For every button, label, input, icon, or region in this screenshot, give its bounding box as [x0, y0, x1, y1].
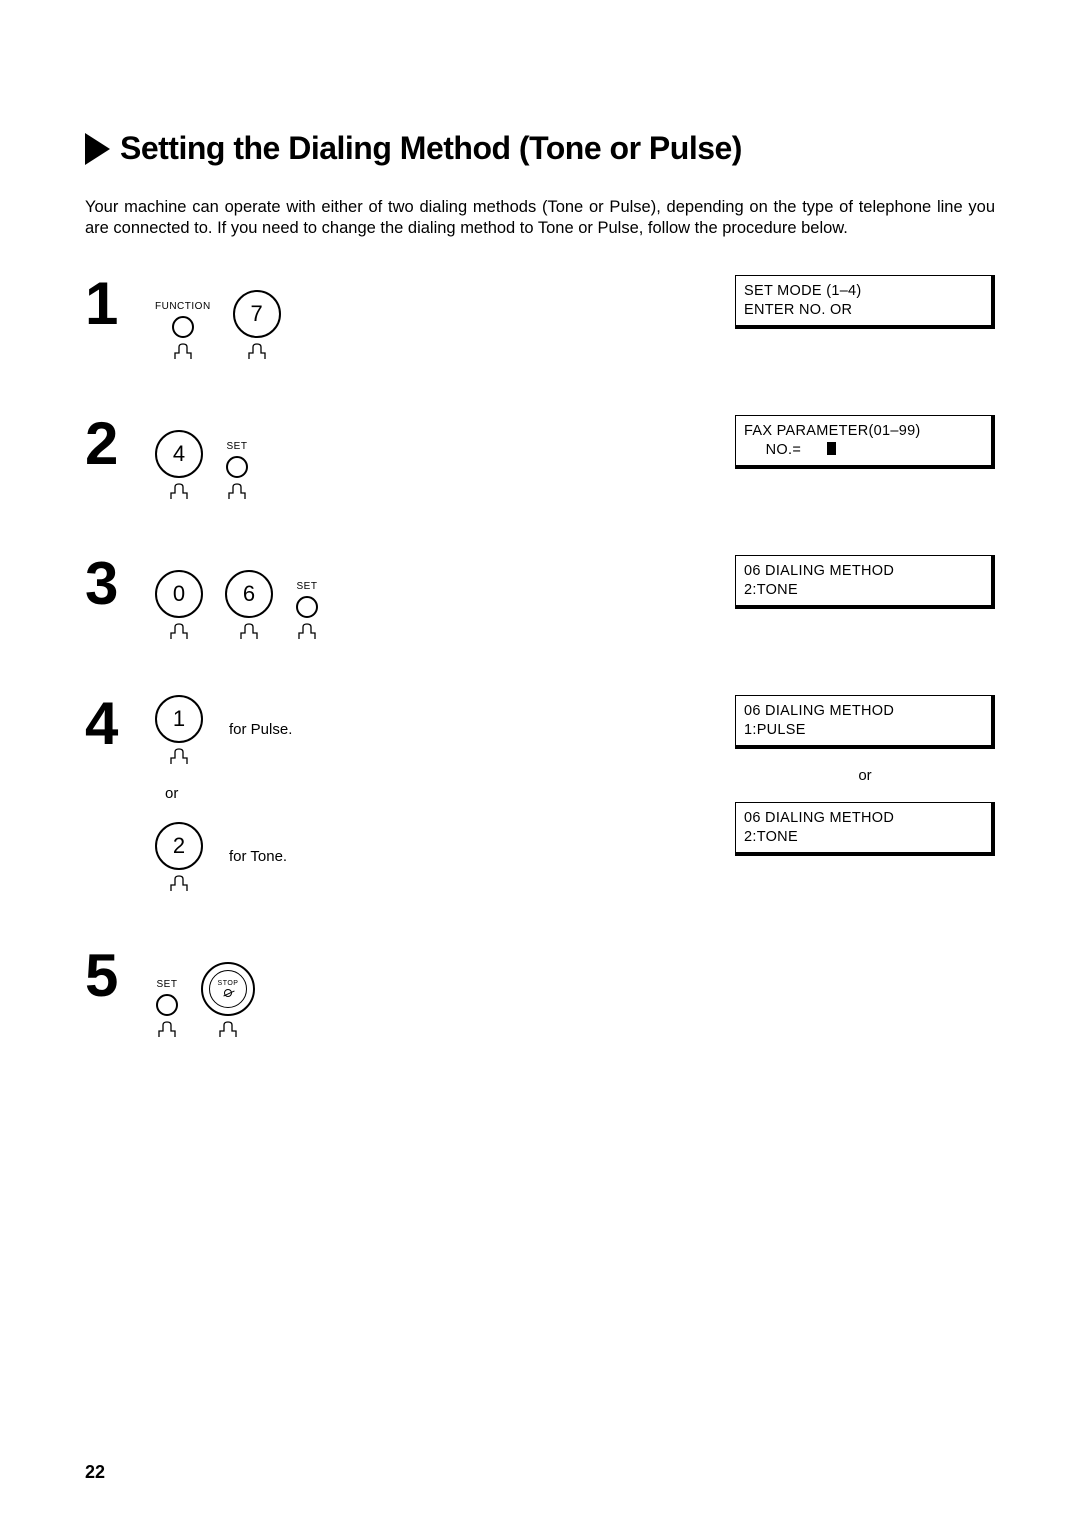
press-icon [225, 482, 249, 500]
lcd-line-1: 06 DIALING METHOD [744, 562, 983, 580]
press-icon [171, 342, 195, 360]
key-6-col: 6 [225, 555, 273, 640]
button-row-tone: 2 for Tone. [155, 822, 292, 892]
step-1: 1 FUNCTION 7 [85, 275, 995, 360]
set-button-col: SET [155, 979, 179, 1038]
triangle-bullet-icon [85, 133, 110, 165]
button-row-pulse: 1 for Pulse. [155, 695, 292, 765]
function-label: FUNCTION [155, 301, 211, 313]
page-title: Setting the Dialing Method (Tone or Puls… [120, 130, 742, 167]
step-number: 4 [85, 695, 155, 751]
button-row: SET STOP [155, 947, 255, 1038]
press-icon [155, 1020, 179, 1038]
step-body: 4 SET FAX P [155, 415, 995, 500]
stop-icon: STOP [209, 970, 247, 1008]
step-2: 2 4 SET [85, 415, 995, 500]
lcd-line-2: 1:PULSE [744, 721, 983, 739]
set-label: SET [297, 581, 318, 593]
press-icon [216, 1020, 240, 1038]
button-row: 0 6 SET [155, 555, 319, 640]
key-0-col: 0 [155, 555, 203, 640]
step-number: 2 [85, 415, 155, 471]
lcd-display-tone: 06 DIALING METHOD 2:TONE [735, 802, 995, 856]
step-3-display: 06 DIALING METHOD 2:TONE [735, 555, 995, 609]
press-icon [237, 622, 261, 640]
key-1-button[interactable]: 1 [155, 695, 203, 743]
press-icon [245, 342, 269, 360]
lcd-display: 06 DIALING METHOD 2:TONE [735, 555, 995, 609]
set-button[interactable] [226, 456, 248, 478]
stop-button[interactable]: STOP [201, 962, 255, 1016]
set-label: SET [157, 979, 178, 991]
lcd-line-2: 2:TONE [744, 828, 983, 846]
lcd-line-2: ENTER NO. OR [744, 301, 983, 319]
step-2-display: FAX PARAMETER(01–99) NO.= [735, 415, 995, 469]
press-icon [167, 747, 191, 765]
intro-paragraph: Your machine can operate with either of … [85, 197, 995, 240]
press-icon [167, 482, 191, 500]
step-body: 0 6 SET [155, 555, 995, 640]
key-1-col: 1 [155, 695, 203, 765]
or-label: or [155, 777, 292, 810]
step-4-controls: 1 for Pulse. or 2 for Tone. [155, 695, 292, 892]
set-button[interactable] [156, 994, 178, 1016]
press-icon [167, 874, 191, 892]
step-1-controls: FUNCTION 7 [155, 275, 281, 360]
lcd-line-1: FAX PARAMETER(01–99) [744, 422, 983, 440]
title-row: Setting the Dialing Method (Tone or Puls… [85, 130, 995, 167]
button-row: FUNCTION 7 [155, 275, 281, 360]
stop-label: STOP [218, 980, 239, 987]
cursor-icon [827, 442, 836, 455]
set-label: SET [227, 441, 248, 453]
step-5: 5 SET STOP [85, 947, 995, 1038]
page-number: 22 [85, 1462, 105, 1483]
step-body: 1 for Pulse. or 2 for Tone. [155, 695, 995, 892]
key-6-button[interactable]: 6 [225, 570, 273, 618]
key-2-button[interactable]: 2 [155, 822, 203, 870]
step-4-displays: 06 DIALING METHOD 1:PULSE or 06 DIALING … [735, 695, 995, 857]
key-4-button[interactable]: 4 [155, 430, 203, 478]
lcd-line-1: SET MODE (1–4) [744, 282, 983, 300]
step-number: 3 [85, 555, 155, 611]
lcd-line-1: 06 DIALING METHOD [744, 702, 983, 720]
step-body: FUNCTION 7 [155, 275, 995, 360]
set-button-col: SET [295, 581, 319, 640]
function-button[interactable] [172, 316, 194, 338]
set-button-col: SET [225, 441, 249, 500]
for-pulse-label: for Pulse. [225, 721, 292, 738]
button-row: 4 SET [155, 415, 249, 500]
lcd-display-pulse: 06 DIALING METHOD 1:PULSE [735, 695, 995, 749]
step-5-controls: SET STOP [155, 947, 255, 1038]
step-3: 3 0 6 [85, 555, 995, 640]
lcd-line-2: NO.= [744, 441, 983, 459]
step-4: 4 1 for Pulse. or 2 [85, 695, 995, 892]
step-number: 1 [85, 275, 155, 331]
lcd-display: SET MODE (1–4) ENTER NO. OR [735, 275, 995, 329]
press-icon [295, 622, 319, 640]
function-button-col: FUNCTION [155, 301, 211, 360]
stop-button-col: STOP [201, 947, 255, 1038]
lcd-line-2: 2:TONE [744, 581, 983, 599]
set-button[interactable] [296, 596, 318, 618]
key-7-col: 7 [233, 275, 281, 360]
lcd-display: FAX PARAMETER(01–99) NO.= [735, 415, 995, 469]
key-0-button[interactable]: 0 [155, 570, 203, 618]
press-icon [167, 622, 191, 640]
stop-dot-icon [224, 989, 232, 997]
page: Setting the Dialing Method (Tone or Puls… [0, 0, 1080, 1528]
key-7-button[interactable]: 7 [233, 290, 281, 338]
display-or-label: or [735, 749, 995, 802]
for-tone-label: for Tone. [225, 848, 287, 865]
lcd-line-1: 06 DIALING METHOD [744, 809, 983, 827]
step-body: SET STOP [155, 947, 995, 1038]
step-3-controls: 0 6 SET [155, 555, 319, 640]
key-2-col: 2 [155, 822, 203, 892]
step-1-display: SET MODE (1–4) ENTER NO. OR [735, 275, 995, 329]
step-2-controls: 4 SET [155, 415, 249, 500]
key-4-col: 4 [155, 415, 203, 500]
step-number: 5 [85, 947, 155, 1003]
